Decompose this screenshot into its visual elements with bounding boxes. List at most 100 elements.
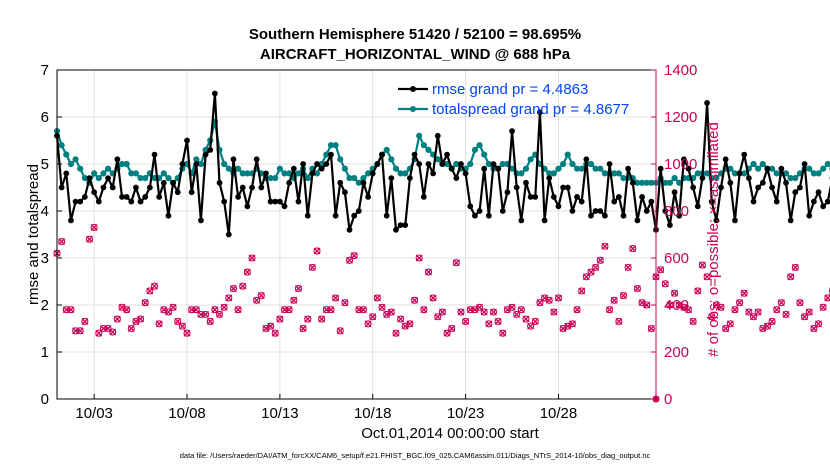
assimilated-marker (392, 329, 400, 337)
assimilated-marker (615, 317, 623, 325)
possible-marker (777, 299, 785, 307)
possible-marker (499, 329, 507, 337)
legend-rmse-label: rmse grand pr = 4.4863 (432, 81, 588, 98)
possible-marker (58, 238, 66, 246)
possible-marker (397, 315, 405, 323)
possible-marker (531, 317, 539, 326)
possible-marker (606, 306, 614, 314)
assimilated-marker (304, 315, 312, 323)
assimilated-marker (508, 303, 516, 311)
rmse-point (397, 222, 404, 229)
assimilated-marker (378, 303, 386, 311)
rmse-point (309, 170, 316, 177)
rmse-point (137, 198, 144, 205)
totalspread-point (388, 156, 395, 163)
possible-marker (341, 299, 349, 307)
possible-marker (294, 284, 303, 293)
assimilated-marker (564, 322, 572, 330)
assimilated-marker (522, 315, 530, 323)
possible-marker (429, 294, 437, 302)
totalspread-point (402, 170, 409, 177)
possible-marker (462, 317, 470, 326)
totalspread-point (578, 165, 585, 172)
assimilated-marker (318, 315, 326, 323)
possible-marker (206, 317, 214, 326)
totalspread-point (63, 151, 70, 158)
totalspread-point (824, 160, 830, 168)
axes: 0 1 2 3 4 5 6 7 0 200 400 600 800 1000 1200 1400 10/03 10… (25, 62, 722, 422)
assimilated-marker (397, 315, 405, 323)
rmse-point (188, 189, 195, 196)
possible-marker (573, 306, 581, 314)
rmse-point (202, 151, 209, 158)
rmse-point (360, 179, 367, 186)
rmse-point (732, 217, 738, 224)
possible-marker (62, 306, 70, 314)
possible-marker (466, 306, 474, 314)
y2-tick-label: 800 (664, 203, 689, 220)
assimilated-marker (796, 299, 804, 307)
rmse-point (606, 161, 613, 167)
rmse-point (416, 161, 423, 167)
possible-marker (448, 324, 456, 333)
assimilated-marker (411, 296, 419, 304)
possible-marker (657, 266, 665, 274)
possible-marker (239, 282, 247, 290)
assimilated-marker (694, 287, 702, 295)
totalspread-point (815, 170, 822, 177)
x-tick-label: 10/08 (168, 405, 206, 422)
totalspread-point (132, 170, 140, 177)
possible-marker (666, 301, 674, 309)
assimilated-marker (438, 308, 446, 316)
totalspread-point (420, 142, 427, 149)
possible-marker (72, 327, 80, 335)
rmse-point (314, 161, 320, 167)
rmse-point (267, 198, 274, 205)
possible-marker (345, 256, 354, 264)
x-tick-label: 10/28 (540, 405, 578, 422)
possible-marker (796, 299, 804, 307)
assimilated-marker (248, 254, 256, 262)
possible-marker (782, 310, 790, 318)
rmse-point (355, 208, 362, 214)
possible-marker (578, 287, 586, 295)
y-tick-label: 3 (41, 250, 49, 267)
assimilated-marker (452, 259, 460, 267)
y2-tick-label: 1200 (664, 109, 697, 126)
assimilated-marker (113, 315, 121, 323)
rmse-point (602, 212, 608, 219)
rmse-line (55, 92, 830, 236)
totalspread-point (276, 165, 283, 172)
rmse-point (430, 170, 437, 177)
possible-marker (248, 254, 256, 262)
possible-marker (410, 296, 419, 304)
assimilated-marker (118, 303, 126, 311)
rmse-point (239, 184, 246, 191)
rmse-point (537, 109, 543, 116)
possible-marker (731, 306, 739, 314)
assimilated-marker (638, 299, 646, 307)
possible-marker (420, 306, 428, 314)
assimilated-marker (601, 242, 609, 250)
totalspread-point (72, 156, 79, 163)
totalspread-point (471, 146, 479, 153)
y-tick-label: 2 (41, 297, 49, 314)
assimilated-marker (717, 303, 725, 311)
rmse-point (671, 189, 678, 196)
possible-marker (615, 317, 623, 326)
rmse-point (662, 208, 669, 214)
assimilated-marker (81, 317, 89, 325)
rmse-point (783, 179, 789, 186)
rmse-point (393, 226, 399, 233)
assimilated-marker (708, 313, 716, 321)
totalspread-point (383, 146, 390, 153)
rmse-point (620, 212, 627, 219)
possible-marker (350, 252, 358, 260)
rmse-point (402, 222, 409, 229)
rmse-point (736, 170, 743, 177)
assimilated-marker (545, 296, 553, 304)
assimilated-marker (531, 317, 539, 325)
possible-marker (513, 310, 521, 318)
rmse-point (592, 208, 599, 214)
rmse-point (244, 203, 251, 210)
